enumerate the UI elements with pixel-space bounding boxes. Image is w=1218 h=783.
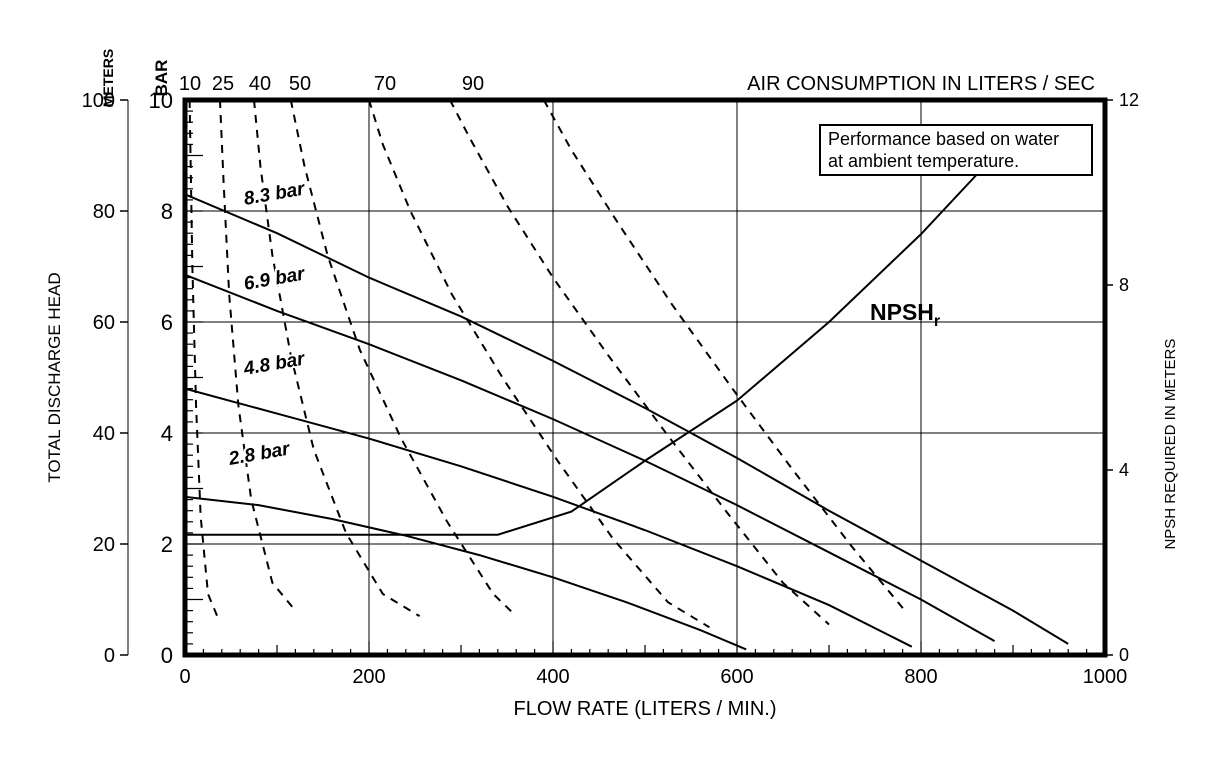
y-right-tick: 4: [1119, 460, 1129, 480]
top-axis-tick: 90: [462, 73, 484, 95]
x-tick: 600: [720, 666, 753, 688]
meters-unit-label: METERS: [100, 49, 116, 107]
x-tick: 800: [904, 666, 937, 688]
top-axis-label: AIR CONSUMPTION IN LITERS / SEC: [747, 73, 1095, 95]
y-left-title: TOTAL DISCHARGE HEAD: [45, 272, 64, 482]
y-meters-tick: 80: [93, 201, 115, 223]
x-tick: 200: [352, 666, 385, 688]
y-meters-tick: 40: [93, 423, 115, 445]
y-bar-tick: 2: [161, 532, 173, 557]
y-meters-tick: 60: [93, 312, 115, 334]
top-axis-tick: 10: [179, 73, 201, 95]
y-bar-tick: 4: [161, 421, 173, 446]
y-bar-tick: 8: [161, 199, 173, 224]
pump-performance-chart: 02004006008001000FLOW RATE (LITERS / MIN…: [0, 0, 1218, 783]
note-line-2: at ambient temperature.: [828, 151, 1019, 171]
y-bar-tick: 0: [161, 643, 173, 668]
y-right-tick: 8: [1119, 275, 1129, 295]
y-right-title: NPSH REQUIRED IN METERS: [1162, 339, 1179, 550]
x-tick: 1000: [1083, 666, 1128, 688]
x-tick: 400: [536, 666, 569, 688]
note-line-1: Performance based on water: [828, 129, 1059, 149]
top-axis-tick: 40: [249, 73, 271, 95]
top-axis-tick: 50: [289, 73, 311, 95]
top-axis-tick: 70: [374, 73, 396, 95]
top-axis-tick: 25: [212, 73, 234, 95]
x-axis-label: FLOW RATE (LITERS / MIN.): [514, 698, 777, 720]
x-tick: 0: [179, 666, 190, 688]
y-right-tick: 12: [1119, 90, 1139, 110]
bar-unit-label: BAR: [152, 60, 171, 97]
y-meters-tick: 20: [93, 534, 115, 556]
y-right-tick: 0: [1119, 645, 1129, 665]
y-meters-tick: 0: [104, 645, 115, 667]
y-bar-tick: 6: [161, 310, 173, 335]
